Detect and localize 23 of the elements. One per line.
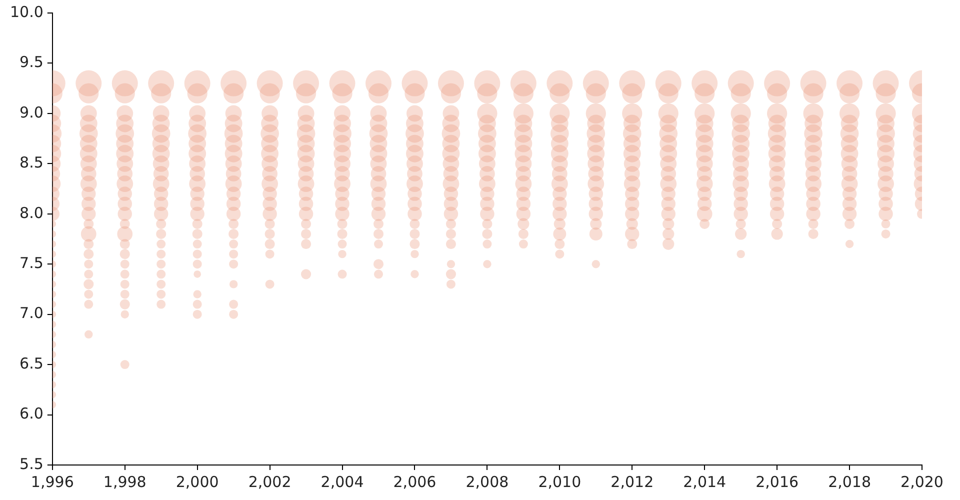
x-tick-label: 2,018: [828, 472, 872, 491]
y-tick-label: 9.0: [20, 103, 44, 122]
y-tick-label: 8.5: [20, 154, 44, 172]
x-tick-label: 2,014: [683, 472, 726, 491]
y-tick-label: 6.5: [20, 354, 44, 372]
y-tick-label: 8.0: [20, 204, 44, 222]
x-tick-label: 2,016: [756, 472, 799, 491]
y-tick-label: 6.0: [20, 404, 44, 423]
y-tick-label: 10.0: [10, 2, 44, 21]
x-tick-label: 2,012: [610, 472, 654, 491]
x-tick-label: 1,996: [30, 472, 74, 491]
y-tick-label: 5.5: [20, 454, 44, 473]
x-tick-label: 2,002: [248, 472, 292, 491]
x-tick-label: 2,008: [466, 472, 509, 491]
x-tick-label: 2,004: [320, 472, 364, 491]
x-tick-label: 2,000: [176, 472, 219, 491]
y-tick-label: 7.5: [20, 254, 44, 272]
y-tick-label: 7.0: [20, 304, 44, 322]
x-tick-label: 2,006: [393, 472, 436, 491]
y-tick-label: 9.5: [20, 53, 44, 72]
x-tick-label: 2,020: [900, 472, 944, 491]
x-tick-label: 1,998: [103, 472, 146, 491]
x-tick-label: 2,010: [538, 472, 582, 491]
